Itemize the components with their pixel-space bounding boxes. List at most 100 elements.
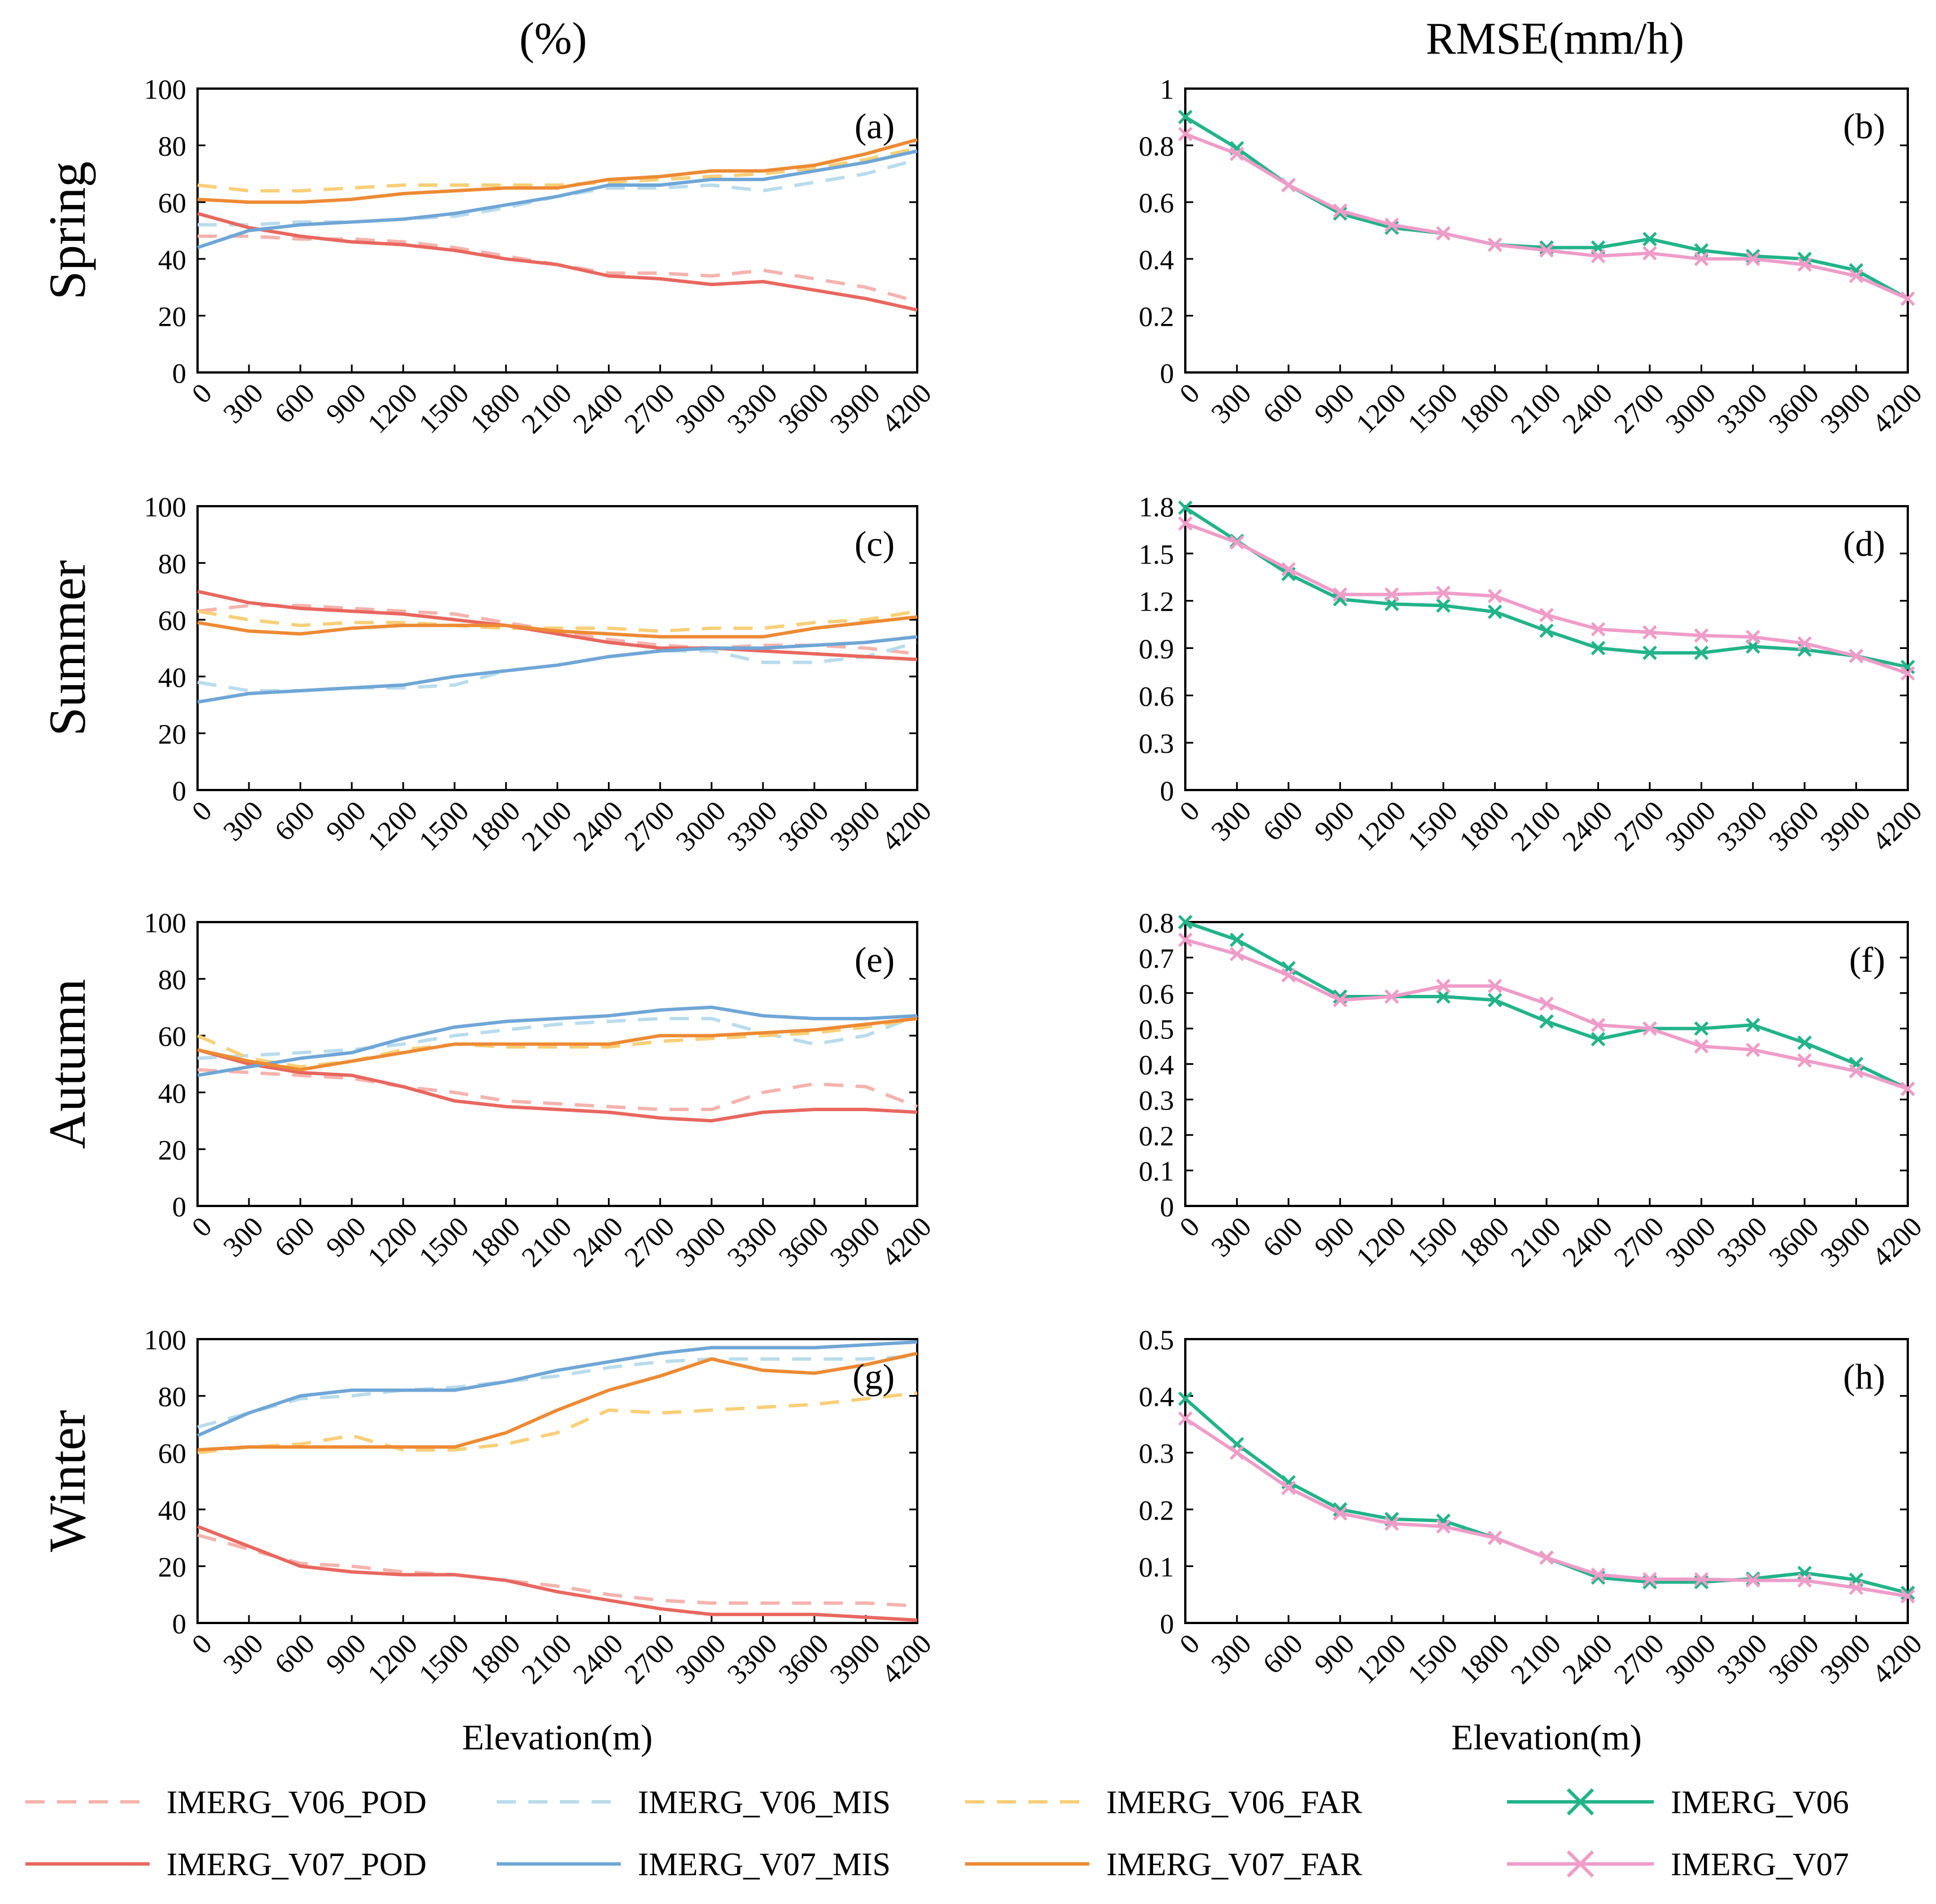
x-tick-label: 3000 (1659, 1627, 1722, 1690)
x-tick-label: 0 (1173, 795, 1206, 827)
axes-frame (1184, 87, 1909, 374)
series-line-imerg-v06-far (197, 609, 918, 633)
x-tick-label: 0 (186, 795, 218, 827)
y-tick-label: 100 (144, 907, 186, 938)
x-tick-label: 3900 (1814, 377, 1876, 439)
y-tick-label: 0.6 (1139, 680, 1175, 712)
panel-label: (g) (852, 1357, 895, 1397)
series-line-imerg-v06-pod (198, 234, 918, 304)
y-tick-label: 0.4 (1139, 244, 1175, 275)
x-tick-label: 2100 (515, 1210, 577, 1273)
y-tick-label: 0.4 (1139, 1049, 1175, 1081)
data-point-marker (1487, 237, 1503, 252)
left-column-title: (%) (519, 14, 587, 64)
y-tick-label: 0.3 (1139, 1437, 1175, 1469)
data-point-marker (1539, 1014, 1554, 1029)
y-tick-label: 0.3 (1139, 727, 1175, 759)
x-tick-label: 1200 (1350, 1210, 1412, 1273)
x-tick-label: 0 (1173, 377, 1206, 409)
series-line-imerg-v07-pod (197, 589, 918, 661)
data-point-marker (1178, 915, 1193, 929)
x-tick-label: 2700 (618, 1627, 680, 1690)
x-tick-label: 1800 (1453, 1210, 1515, 1273)
data-point-marker (1694, 252, 1709, 266)
x-tick-label: 900 (1308, 1627, 1360, 1680)
data-point-marker (1384, 989, 1399, 1004)
y-tick-label: 60 (158, 1020, 186, 1052)
legend-label: IMERG_V07 (1671, 1846, 1849, 1883)
data-point-marker (1642, 625, 1657, 640)
axes-frame (196, 1338, 918, 1624)
x-tick-label: 3600 (1763, 795, 1825, 857)
series-line-imerg-v07-far (197, 1352, 918, 1452)
data-point-marker (1178, 932, 1193, 947)
data-point-marker (1745, 1573, 1760, 1588)
data-point-marker (1694, 646, 1709, 660)
data-point-marker (1333, 993, 1348, 1008)
data-point-marker (1281, 968, 1296, 983)
x-tick-label: 1200 (1350, 377, 1412, 439)
y-tick-label: 100 (144, 491, 186, 523)
x-tick-label: 3000 (669, 1210, 732, 1273)
x-tick-label: 3000 (669, 377, 732, 439)
series-line-imerg-v07-mis (196, 1340, 918, 1437)
season-label: Autumn (38, 979, 96, 1150)
legend-label: IMERG_V07_MIS (638, 1846, 891, 1883)
x-tick-label: 4200 (1865, 377, 1928, 439)
series-line-imerg-v06-far (197, 1391, 918, 1455)
x-tick-label: 3300 (1711, 377, 1773, 439)
series-line-imerg-v07-mis (197, 635, 918, 704)
x-tick-label: 1200 (1350, 1627, 1412, 1690)
y-tick-label: 0.8 (1139, 130, 1175, 162)
x-tick-label: 600 (268, 377, 321, 429)
x-tick-label: 0 (1173, 1627, 1206, 1660)
data-point-marker (1591, 640, 1606, 656)
data-point-marker (1900, 666, 1915, 681)
data-point-marker (1384, 217, 1399, 232)
data-point-marker (1900, 1081, 1915, 1096)
x-tick-label: 1500 (413, 1210, 475, 1273)
data-point-marker (1487, 993, 1503, 1008)
series-line-imerg-v07-mis (197, 149, 918, 249)
y-tick-label: 0.5 (1139, 1014, 1175, 1045)
x-tick-label: 2100 (1504, 377, 1566, 439)
x-tick-label: 4200 (875, 1210, 937, 1273)
y-tick-label: 20 (158, 1551, 186, 1582)
series-line-imerg-v06 (1184, 1397, 1908, 1595)
x-tick-label: 2100 (515, 377, 577, 439)
panel-d: 00.30.60.91.21.51.8030060090012001500180… (1139, 491, 1928, 857)
x-tick-label: 1500 (1401, 377, 1464, 439)
x-tick-label: 2400 (567, 1627, 629, 1690)
x-tick-label: 3600 (772, 377, 834, 439)
x-tick-label: 3000 (1659, 795, 1722, 857)
x-tick-label: 2400 (1556, 377, 1618, 439)
y-tick-label: 0.2 (1139, 1494, 1175, 1526)
legend-item-imerg-v07: IMERG_V07 (1507, 1846, 1849, 1883)
data-point-marker (1178, 126, 1193, 142)
y-tick-label: 0 (1160, 1608, 1174, 1639)
x-tick-label: 300 (1205, 1210, 1258, 1263)
panel-h: 00.10.20.30.40.5030060090012001500180021… (1139, 1324, 1928, 1757)
data-point-marker (1487, 589, 1503, 604)
data-point-marker (1178, 1391, 1193, 1406)
x-tick-label: 3600 (772, 1627, 834, 1690)
data-point-marker (1384, 587, 1399, 602)
y-tick-label: 0 (1160, 357, 1174, 389)
x-tick-label: 2100 (1504, 1210, 1566, 1273)
legend-item-imerg-v07-mis: IMERG_V07_MIS (497, 1846, 891, 1883)
x-tick-label: 0 (1173, 1210, 1206, 1243)
x-tick-label: 4200 (1865, 1210, 1928, 1273)
y-tick-label: 1.2 (1139, 586, 1175, 617)
data-point-marker (1642, 245, 1657, 261)
y-tick-label: 100 (144, 1324, 186, 1355)
legend-label: IMERG_V06_MIS (638, 1784, 891, 1820)
x-tick-label: 3600 (1763, 377, 1825, 439)
x-tick-label: 300 (217, 1210, 269, 1263)
y-tick-label: 40 (158, 244, 186, 275)
panel-label: (e) (855, 940, 895, 980)
x-tick-label: 2400 (1556, 1210, 1618, 1273)
season-label: Winter (38, 1410, 96, 1552)
season-label: Spring (38, 161, 96, 300)
y-tick-label: 0 (172, 1191, 186, 1222)
data-point-marker (1436, 979, 1451, 993)
